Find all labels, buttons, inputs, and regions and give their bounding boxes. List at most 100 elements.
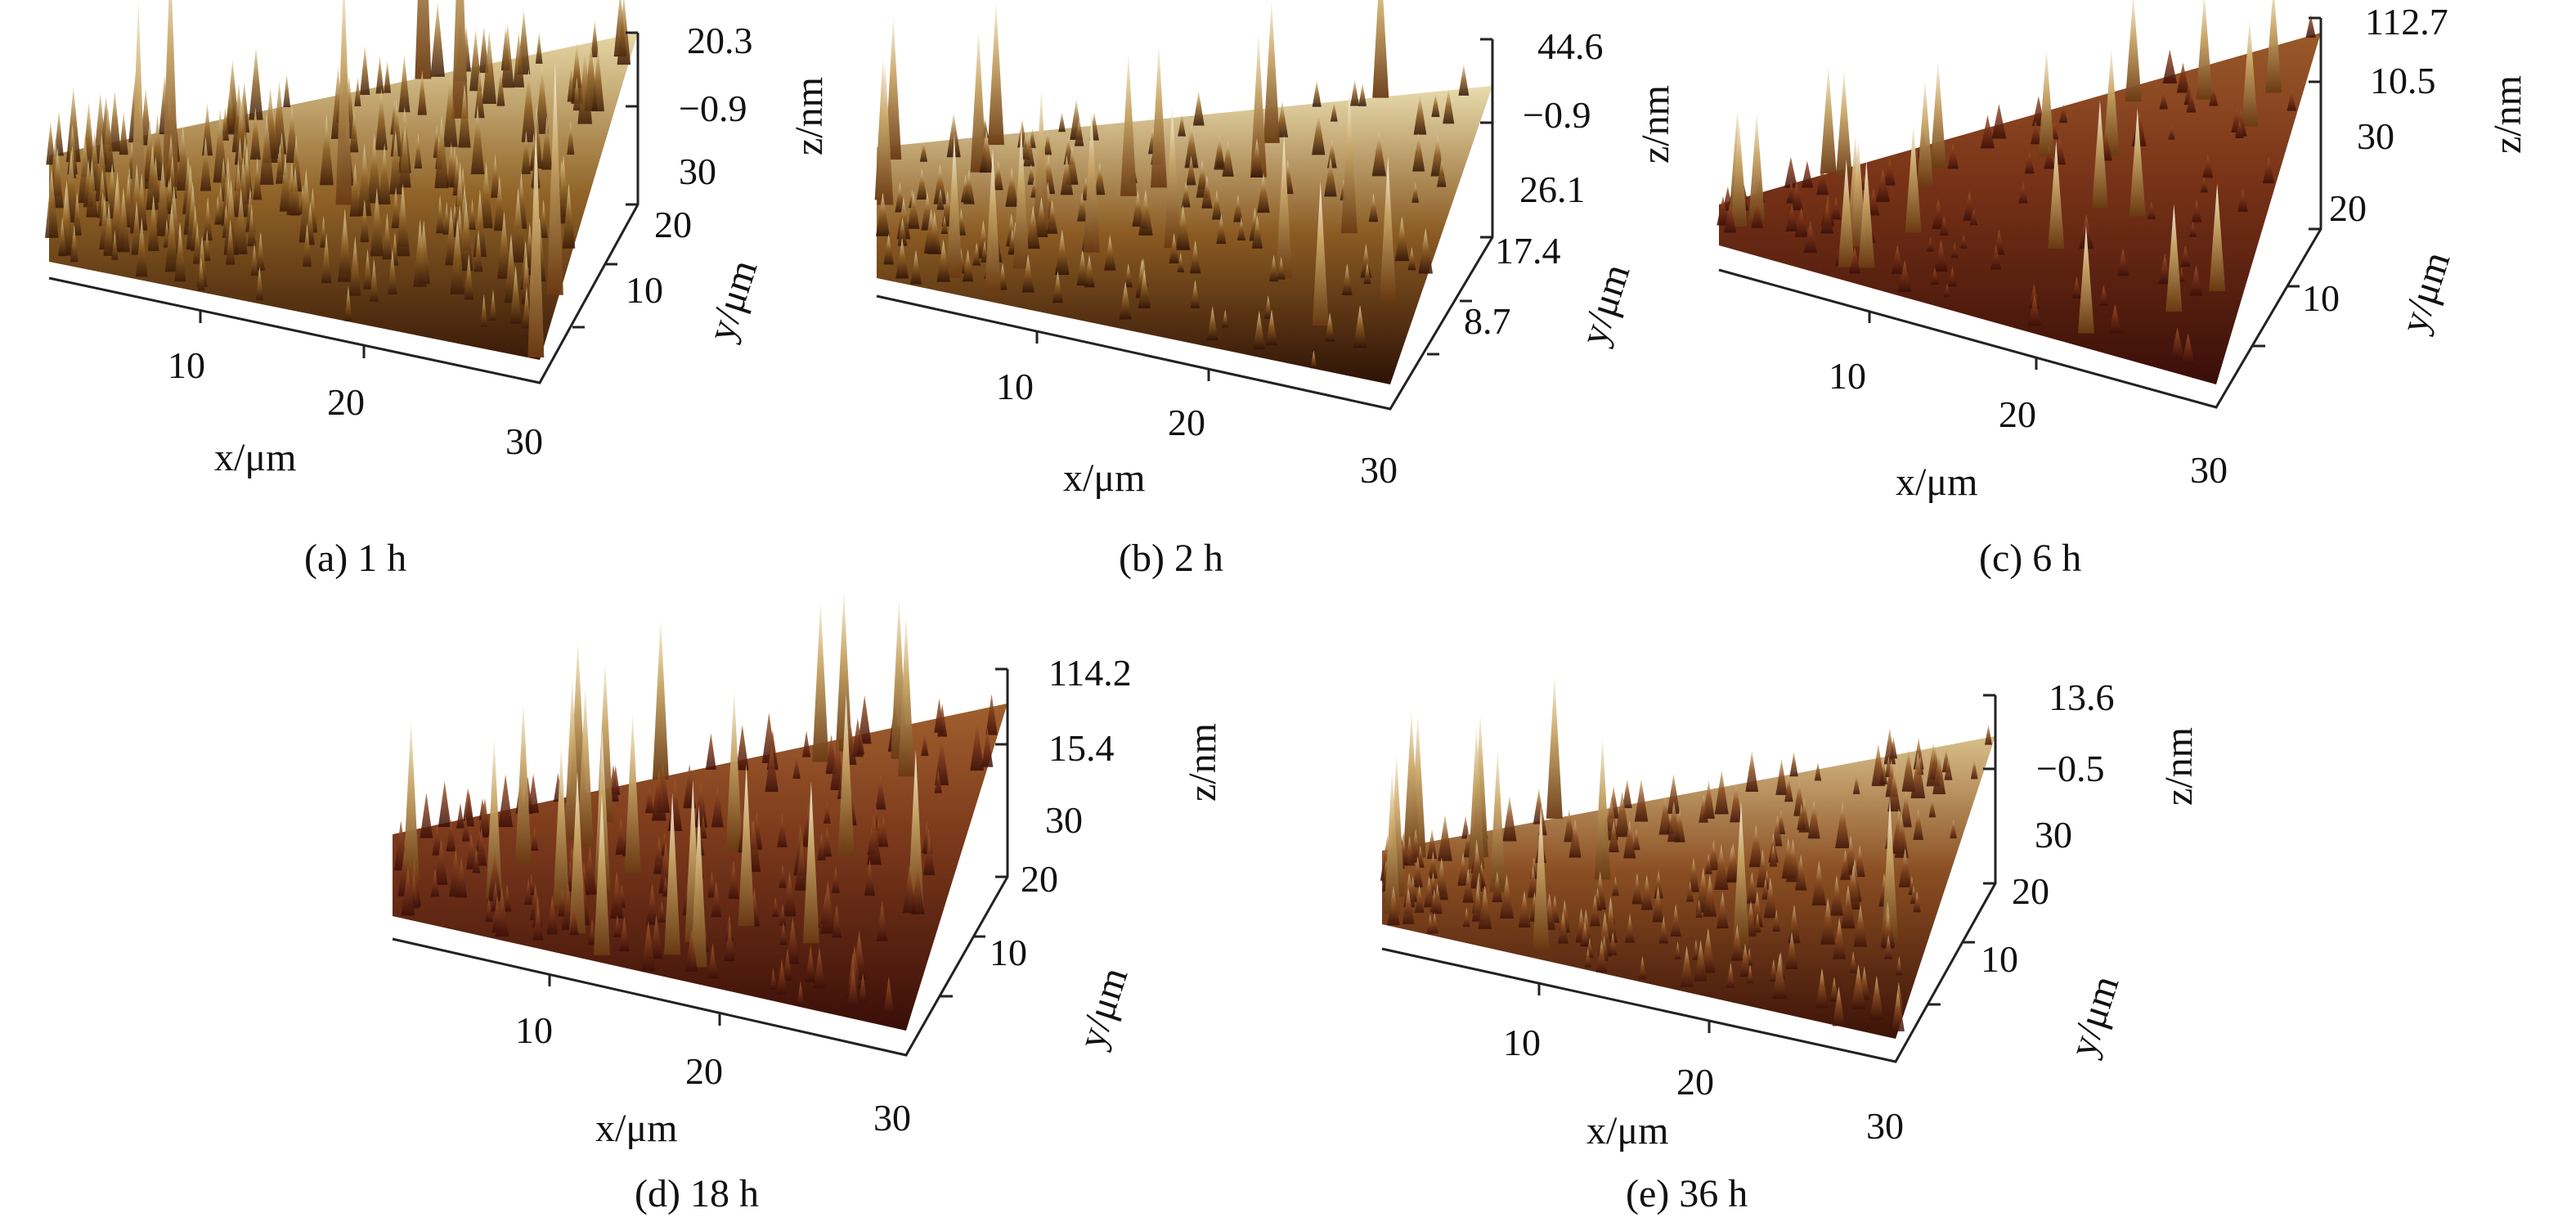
surface-peak-e [1784, 776, 1793, 802]
surface-peak-a [363, 249, 372, 290]
surface-peak-c [2027, 294, 2042, 326]
surface-peak-e [1557, 911, 1568, 944]
surface-peak-e [1457, 852, 1469, 886]
surface-peak-c [2059, 104, 2068, 124]
surface-peak-e [1594, 735, 1611, 880]
surface-peak-b [1120, 52, 1137, 196]
surface-peak-b [1371, 131, 1386, 177]
surface-peak-d [876, 901, 888, 941]
surface-peak-e [1820, 897, 1836, 945]
surface-peak-b [981, 240, 989, 263]
surface-peak-e [1499, 874, 1514, 919]
surface-peak-a [354, 76, 361, 106]
surface-peak-c [2186, 90, 2197, 113]
surface-peak-c [1820, 65, 1837, 173]
surface-peak-a [103, 202, 114, 256]
surface-peak-e [1894, 813, 1909, 858]
surface-peak-e [1409, 713, 1426, 858]
surface-peak-a [70, 223, 79, 263]
surface-peak-c [1815, 165, 1829, 195]
surface-peak-e [1533, 788, 1545, 824]
surface-peak-b [1052, 271, 1063, 303]
surface-peak-a [382, 213, 393, 260]
surface-peak-c [2018, 182, 2028, 204]
surface-peak-a [146, 144, 159, 210]
surface-peak-e [1533, 804, 1550, 949]
surface-peak-e [1746, 871, 1757, 904]
surface-peak-c [2162, 49, 2178, 84]
surface-peak-a [414, 133, 423, 169]
surface-peak-c [2159, 90, 2168, 110]
surface-peak-a [174, 223, 186, 282]
surface-peak-a [249, 47, 263, 120]
surface-peak-c [1849, 247, 1861, 274]
surface-peak-e [1462, 907, 1470, 928]
surface-peak-b [897, 217, 908, 246]
x-tick-e-30: 30 [1866, 1105, 1904, 1147]
surface-peak-b [1407, 246, 1416, 271]
surface-peak-c [1939, 215, 1949, 236]
surface-peak-d [846, 967, 859, 1008]
surface-peak-d [985, 694, 998, 735]
surface-peak-b [1181, 181, 1191, 208]
surface-peak-a [521, 130, 531, 174]
surface-peak-b [1206, 306, 1218, 341]
surface-peak-e [1404, 835, 1415, 866]
surface-peak-d [694, 781, 708, 828]
surface-peak-c [1830, 195, 1842, 220]
surface-peak-e [1670, 903, 1681, 937]
surface-peak-e [1461, 815, 1470, 839]
surface-peak-d [707, 943, 718, 978]
surface-peak-e [1811, 860, 1826, 906]
surface-peak-e [1426, 914, 1434, 934]
surface-peak-b [1201, 175, 1213, 209]
axes-e [1381, 694, 1997, 1063]
surface-peak-e [1882, 911, 1894, 949]
surface-peak-b [976, 220, 990, 258]
surface-peak-b [1312, 181, 1329, 326]
surface-peak-d [772, 896, 779, 918]
surface-peak-e [1492, 871, 1503, 902]
surface-peak-e [1829, 977, 1839, 1002]
surface-peak-c [2044, 144, 2055, 169]
surface-peak-c [1785, 203, 1798, 231]
surface-peak-a [320, 215, 327, 248]
x-tick-b-20: 20 [1168, 402, 1205, 443]
surface-peak-a [390, 98, 402, 157]
surface-peak-b [1132, 191, 1144, 227]
surface-peak-b [1340, 89, 1358, 234]
surface-peak-a [52, 147, 64, 209]
surface-peak-b [1360, 243, 1372, 278]
surface-peak-a [357, 142, 372, 216]
surface-peak-d [475, 827, 487, 866]
surface-peak-e [1984, 724, 1992, 745]
surface-peak-a [255, 266, 263, 300]
y-tick-d-30: 30 [1045, 799, 1083, 841]
surface-peak-a [617, 0, 631, 65]
surface-peak-e [1595, 939, 1608, 973]
surface-peak-d [835, 589, 852, 752]
surface-peak-d [777, 812, 788, 847]
surface-peak-a [147, 194, 159, 251]
panel-e: 10 20 30 x/μm 10 20 30 y/μm 13.6 −0.5 z/… [1380, 674, 2201, 1215]
surface-d [393, 589, 1008, 1031]
surface-peak-d [867, 813, 882, 865]
surface-peak-a [478, 25, 489, 74]
surface-peak-d [685, 928, 698, 972]
surface-peak-d [765, 744, 779, 793]
surface-peak-b [1074, 118, 1084, 146]
surface-peak-c [2091, 100, 2108, 209]
surface-peak-a [509, 265, 522, 324]
surface-peak-e [1775, 758, 1788, 796]
surface-peak-e [1658, 915, 1668, 944]
surface-peak-d [527, 773, 540, 813]
surface-peak-d [937, 703, 948, 737]
surface-peak-a [335, 0, 352, 205]
surface-peak-d [498, 774, 514, 828]
surface-peak-a [225, 86, 236, 135]
surface-peak-c [1717, 195, 1730, 226]
surface-peak-b [1046, 200, 1058, 234]
surface-peak-a [395, 182, 411, 257]
surface-peak-e [1770, 959, 1778, 982]
surface-peak-b [1033, 88, 1050, 232]
